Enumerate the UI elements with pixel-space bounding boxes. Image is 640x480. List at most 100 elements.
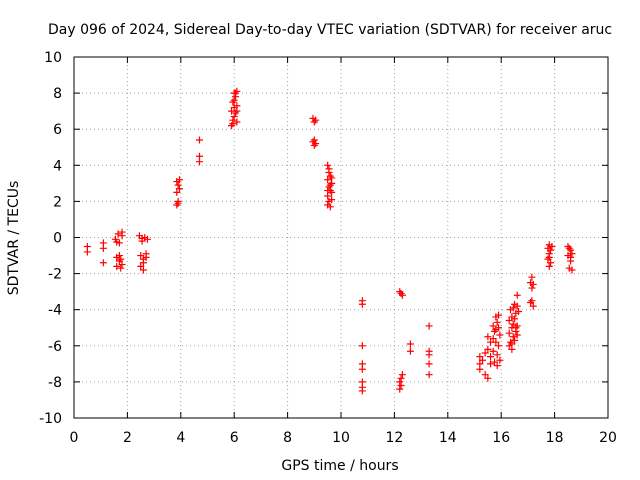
data-point (195, 158, 203, 166)
data-point (528, 273, 536, 281)
data-point (529, 302, 537, 310)
data-point (233, 118, 241, 126)
data-point (479, 356, 487, 364)
data-point (513, 322, 521, 330)
data-point (513, 291, 521, 299)
data-point (118, 232, 126, 240)
y-tick-label: 10 (44, 50, 62, 66)
data-point (489, 322, 497, 330)
data-point (492, 338, 500, 346)
data-point (493, 362, 501, 370)
data-point (115, 252, 123, 260)
data-point (398, 291, 406, 299)
data-point (476, 353, 484, 361)
data-point (529, 280, 537, 288)
data-point (548, 243, 556, 251)
data-point (425, 322, 433, 330)
x-tick-label: 10 (332, 430, 350, 446)
data-point (406, 340, 414, 348)
data-point (232, 89, 240, 97)
data-point (509, 304, 517, 312)
data-point (511, 336, 519, 344)
data-point (139, 266, 147, 274)
x-tick-label: 14 (439, 430, 457, 446)
plot-frame (73, 56, 609, 419)
data-point (487, 353, 495, 361)
data-point (528, 297, 536, 305)
data-point (513, 331, 521, 339)
y-axis-label: SDTVAR / TECUs (6, 181, 22, 296)
data-point (512, 324, 520, 332)
data-point (117, 264, 125, 272)
y-tick-label: 4 (53, 158, 62, 174)
data-point (567, 253, 575, 261)
data-point (511, 315, 519, 323)
y-tick-label: 2 (53, 194, 62, 210)
data-point (138, 234, 146, 242)
data-point (425, 360, 433, 368)
x-tick-label: 0 (70, 430, 79, 446)
data-point (489, 347, 497, 355)
data-point (484, 333, 492, 341)
data-point (312, 116, 320, 124)
data-point (496, 356, 504, 364)
data-point (137, 252, 145, 260)
data-point (397, 289, 405, 297)
data-point (328, 196, 336, 204)
data-point (547, 259, 555, 267)
data-point (312, 140, 320, 148)
data-point (326, 181, 334, 189)
data-point (175, 176, 183, 184)
x-tick-label: 4 (176, 430, 185, 446)
data-point (174, 181, 182, 189)
data-point (491, 358, 499, 366)
data-point (310, 118, 318, 126)
data-point (195, 136, 203, 144)
data-point (398, 371, 406, 379)
data-point (515, 308, 523, 316)
data-point (508, 340, 516, 348)
data-point (397, 382, 405, 390)
y-tick-label: 6 (53, 122, 62, 138)
x-tick-label: 18 (546, 430, 564, 446)
data-point (142, 253, 150, 261)
grid (74, 57, 608, 418)
data-point (513, 302, 521, 310)
data-point (358, 300, 366, 308)
data-point (396, 385, 404, 393)
y-tick-label: -2 (48, 267, 62, 283)
x-tick-label: 12 (385, 430, 403, 446)
data-point (406, 347, 414, 355)
data-point (143, 235, 151, 243)
y-tick-label: -8 (48, 375, 62, 391)
data-point (358, 387, 366, 395)
data-point (487, 360, 495, 368)
data-point (397, 374, 405, 382)
data-point (324, 187, 332, 195)
data-point (476, 365, 484, 373)
data-point (230, 113, 238, 121)
x-tick-label: 6 (230, 430, 239, 446)
data-points (83, 87, 576, 395)
x-tick-label: 8 (283, 430, 292, 446)
data-point (137, 262, 145, 270)
y-axis-ticks: -10 -8 -6 -4 -2 0 2 4 6 8 10 (39, 50, 608, 427)
data-point (328, 174, 336, 182)
data-point (83, 248, 91, 256)
data-point (113, 238, 121, 246)
data-point (545, 262, 553, 270)
data-point (175, 185, 183, 193)
y-tick-label: -10 (39, 411, 62, 427)
data-point (173, 188, 181, 196)
data-point (493, 318, 501, 326)
data-point (358, 365, 366, 373)
data-point (358, 342, 366, 350)
data-point (425, 371, 433, 379)
data-point (547, 246, 555, 254)
data-point (229, 120, 237, 128)
data-point (496, 331, 504, 339)
x-axis-label: GPS time / hours (281, 458, 398, 474)
data-point (493, 351, 501, 359)
data-point (139, 259, 147, 267)
